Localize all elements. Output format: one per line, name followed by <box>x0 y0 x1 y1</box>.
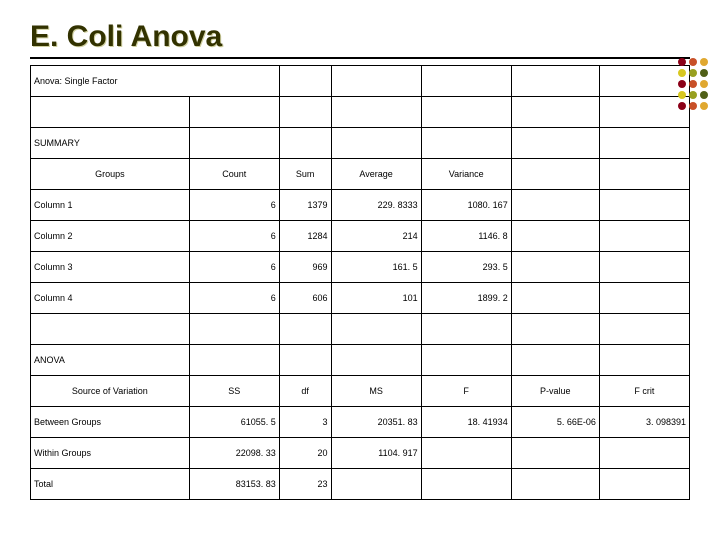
decorative-dots <box>678 58 708 110</box>
table-row: Total 83153. 83 23 <box>31 469 690 500</box>
col-fcrit: F crit <box>599 376 689 407</box>
dot-icon <box>689 91 697 99</box>
dot-icon <box>678 102 686 110</box>
dot-icon <box>689 102 697 110</box>
dot-icon <box>678 80 686 88</box>
col-df: df <box>279 376 331 407</box>
dot-icon <box>689 58 697 66</box>
col-ss: SS <box>189 376 279 407</box>
col-count: Count <box>189 159 279 190</box>
table-row: Within Groups 22098. 33 20 1104. 917 <box>31 438 690 469</box>
dot-icon <box>678 58 686 66</box>
col-groups: Groups <box>31 159 190 190</box>
dot-icon <box>689 69 697 77</box>
col-variance: Variance <box>421 159 511 190</box>
dot-icon <box>700 69 708 77</box>
anova-table: Anova: Single Factor SUMMARY Groups Coun… <box>30 65 690 500</box>
dot-icon <box>678 91 686 99</box>
dot-icon <box>700 102 708 110</box>
col-f: F <box>421 376 511 407</box>
col-source: Source of Variation <box>31 376 190 407</box>
page-title: E. Coli Anova <box>30 20 690 59</box>
dot-icon <box>678 69 686 77</box>
anova-header-row: Source of Variation SS df MS F P-value F… <box>31 376 690 407</box>
summary-header-row: Groups Count Sum Average Variance <box>31 159 690 190</box>
table-row: Column 3 6 969 161. 5 293. 5 <box>31 252 690 283</box>
dot-icon <box>700 91 708 99</box>
col-sum: Sum <box>279 159 331 190</box>
table-row: Column 1 6 1379 229. 8333 1080. 167 <box>31 190 690 221</box>
col-average: Average <box>331 159 421 190</box>
subtitle: Anova: Single Factor <box>31 66 280 97</box>
dot-icon <box>689 80 697 88</box>
summary-heading: SUMMARY <box>31 128 190 159</box>
dot-icon <box>700 80 708 88</box>
col-ms: MS <box>331 376 421 407</box>
table-row: Between Groups 61055. 5 3 20351. 83 18. … <box>31 407 690 438</box>
table-row: Column 2 6 1284 214 1146. 8 <box>31 221 690 252</box>
anova-heading: ANOVA <box>31 345 190 376</box>
col-pvalue: P-value <box>511 376 599 407</box>
dot-icon <box>700 58 708 66</box>
table-row: Column 4 6 606 101 1899. 2 <box>31 283 690 314</box>
